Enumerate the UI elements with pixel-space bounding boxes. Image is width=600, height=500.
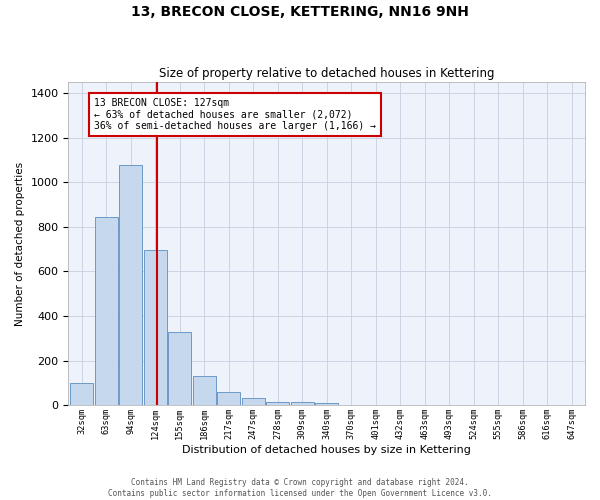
Title: Size of property relative to detached houses in Kettering: Size of property relative to detached ho… xyxy=(159,66,494,80)
Bar xyxy=(70,383,94,405)
Bar xyxy=(242,398,265,405)
Y-axis label: Number of detached properties: Number of detached properties xyxy=(15,162,25,326)
Text: 13 BRECON CLOSE: 127sqm
← 63% of detached houses are smaller (2,072)
36% of semi: 13 BRECON CLOSE: 127sqm ← 63% of detache… xyxy=(94,98,376,131)
Bar xyxy=(119,164,142,405)
Bar xyxy=(266,402,289,405)
X-axis label: Distribution of detached houses by size in Kettering: Distribution of detached houses by size … xyxy=(182,445,471,455)
Bar xyxy=(290,402,314,405)
Bar xyxy=(217,392,241,405)
Bar xyxy=(168,332,191,405)
Bar xyxy=(95,217,118,405)
Text: Contains HM Land Registry data © Crown copyright and database right 2024.
Contai: Contains HM Land Registry data © Crown c… xyxy=(108,478,492,498)
Bar xyxy=(193,376,216,405)
Text: 13, BRECON CLOSE, KETTERING, NN16 9NH: 13, BRECON CLOSE, KETTERING, NN16 9NH xyxy=(131,5,469,19)
Bar xyxy=(143,250,167,405)
Bar xyxy=(315,403,338,405)
